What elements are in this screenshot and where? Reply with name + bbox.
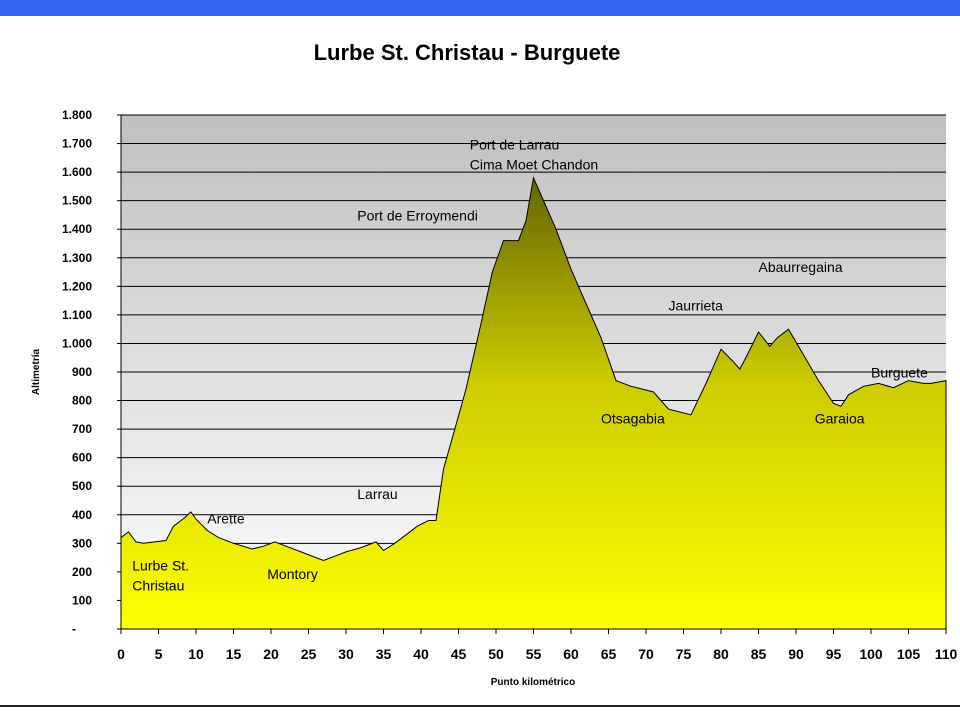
- y-tick-label: 1.400: [62, 222, 92, 236]
- x-tick-label: 65: [601, 646, 617, 662]
- y-tick-label: 300: [72, 536, 92, 550]
- y-tick-label: 1.100: [62, 308, 92, 322]
- place-annotation: Otsagabia: [601, 410, 665, 426]
- y-tick-label: 1.200: [62, 279, 92, 293]
- x-tick-label: 40: [413, 646, 429, 662]
- place-annotation: Burguete: [871, 365, 928, 381]
- place-annotation: Port de Larrau Cima Moet Chandon: [470, 136, 598, 172]
- annotation-line: Port de Erroymendi: [357, 208, 478, 224]
- x-tick-label: 20: [263, 646, 279, 662]
- y-tick-label: 1.600: [62, 165, 92, 179]
- x-tick-label: 15: [226, 646, 242, 662]
- y-tick-label: 200: [72, 565, 92, 579]
- place-annotation: Port de Erroymendi: [357, 208, 478, 224]
- x-tick-label: 50: [488, 646, 504, 662]
- place-annotation: Abaurregaina: [759, 259, 843, 275]
- annotation-line: Burguete: [871, 365, 928, 381]
- x-tick-label: 55: [526, 646, 542, 662]
- y-tick-label: 800: [72, 394, 92, 408]
- chart-title: Lurbe St. Christau - Burguete: [314, 40, 621, 65]
- x-tick-label: 10: [188, 646, 204, 662]
- annotation-line: Christau: [132, 577, 184, 593]
- place-annotation: Montory: [267, 566, 318, 582]
- y-tick-label: 1.300: [62, 251, 92, 265]
- top-accent-bar: [0, 0, 960, 16]
- x-axis-ticks: 0 5 10 15 20 25 30 35 40 45 50 55 60 65 70 75 80 85 90 95 10…: [117, 629, 958, 662]
- bottom-divider: [0, 705, 960, 707]
- place-annotation: Arette: [207, 510, 245, 526]
- annotation-line: Port de Larrau: [470, 136, 560, 152]
- x-tick-label: 25: [301, 646, 317, 662]
- annotation-line: Lurbe St.: [132, 557, 189, 573]
- x-tick-label: 80: [713, 646, 729, 662]
- y-tick-label: 100: [72, 593, 92, 607]
- place-annotation: Garaioa: [815, 410, 865, 426]
- y-tick-label: 900: [72, 365, 92, 379]
- y-tick-label: 600: [72, 451, 92, 465]
- x-tick-label: 45: [451, 646, 467, 662]
- y-tick-label: 500: [72, 479, 92, 493]
- y-tick-label: 1.700: [62, 137, 92, 151]
- y-tick-label: -: [72, 622, 76, 636]
- annotations: Lurbe St. Christau Arette Montory Larrau Port…: [132, 136, 928, 593]
- y-tick-label: 700: [72, 422, 92, 436]
- place-annotation: Larrau: [357, 486, 397, 502]
- annotation-line: Jaurrieta: [669, 298, 724, 314]
- x-tick-label: 105: [897, 646, 921, 662]
- elevation-area: [120, 176, 947, 630]
- annotation-line: Garaioa: [815, 410, 865, 426]
- annotation-line: Abaurregaina: [759, 259, 843, 275]
- y-tick-label: 400: [72, 508, 92, 522]
- place-annotation: Jaurrieta: [669, 298, 724, 314]
- annotation-line: Otsagabia: [601, 410, 665, 426]
- x-tick-label: 75: [676, 646, 692, 662]
- x-tick-label: 95: [826, 646, 842, 662]
- annotation-line: Larrau: [357, 486, 397, 502]
- elevation-chart: Lurbe St. Christau - Burguete -100200300…: [31, 40, 958, 688]
- x-tick-label: 85: [751, 646, 767, 662]
- x-axis-label: Punto kilométrico: [491, 677, 575, 688]
- x-tick-label: 5: [155, 646, 163, 662]
- x-tick-label: 0: [117, 646, 125, 662]
- place-annotation: Lurbe St. Christau: [132, 557, 189, 593]
- y-axis-label: Altimetría: [31, 349, 42, 396]
- x-tick-label: 100: [859, 646, 883, 662]
- x-tick-label: 60: [563, 646, 579, 662]
- y-tick-label: 1.500: [62, 194, 92, 208]
- x-tick-label: 35: [376, 646, 392, 662]
- annotation-line: Cima Moet Chandon: [470, 156, 598, 172]
- y-tick-label: 1.000: [62, 336, 92, 350]
- x-tick-label: 30: [338, 646, 354, 662]
- annotation-line: Arette: [207, 510, 245, 526]
- y-axis-ticks: - 100 200 300 400 500 600 700 800 900 1.000 1.100 1.…: [62, 108, 121, 636]
- x-tick-label: 90: [788, 646, 804, 662]
- annotation-line: Montory: [267, 566, 318, 582]
- x-tick-label: 70: [638, 646, 654, 662]
- x-tick-label: 110: [935, 646, 958, 662]
- y-tick-label: 1.800: [62, 108, 92, 122]
